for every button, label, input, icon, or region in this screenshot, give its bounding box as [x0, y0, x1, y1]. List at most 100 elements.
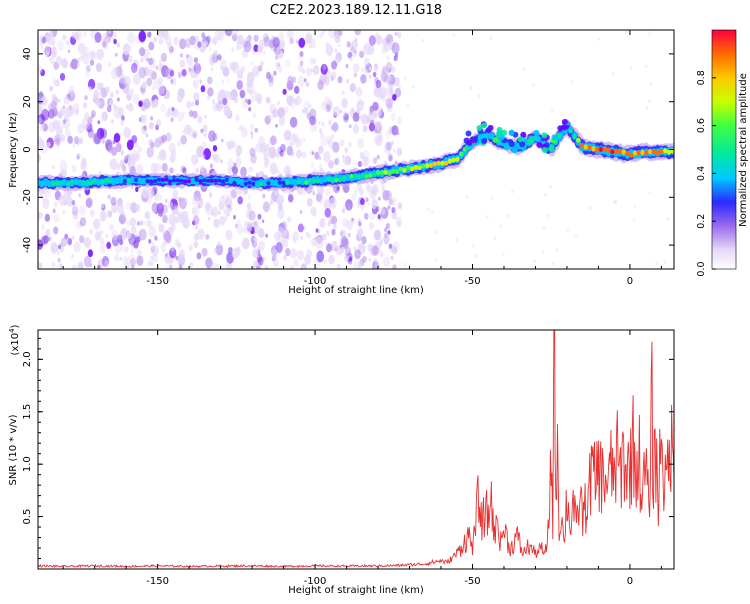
noise-blob: [196, 145, 204, 158]
noise-blob: [361, 236, 367, 245]
noise-blob: [374, 128, 378, 134]
noise-blob: [212, 133, 218, 141]
noise-blob: [157, 30, 165, 38]
noise-blob: [246, 83, 254, 95]
noise-blob: [93, 132, 101, 145]
noise-blob: [63, 119, 67, 124]
noise-blob: [501, 252, 505, 257]
noise-blob: [111, 119, 114, 124]
noise-blob: [121, 164, 127, 172]
noise-blob: [381, 94, 387, 102]
noise-blob: [193, 92, 200, 102]
noise-blob: [197, 228, 205, 240]
noise-blob: [127, 55, 133, 63]
ridge-blob: [640, 150, 645, 155]
noise-blob: [131, 135, 138, 144]
noise-blob: [277, 101, 280, 106]
ridge-blob: [130, 177, 135, 183]
noise-blob: [384, 232, 388, 238]
noise-blob: [361, 67, 365, 73]
noise-blob: [158, 60, 162, 64]
noise-blob: [188, 244, 194, 252]
noise-blob: [288, 133, 297, 145]
noise-blob: [77, 57, 81, 63]
noise-blob: [354, 249, 361, 260]
ridge-blob: [209, 178, 214, 183]
noise-blob: [332, 141, 340, 153]
ridge-blob: [353, 173, 358, 178]
ridge-blob: [330, 177, 335, 183]
noise-blob: [173, 36, 179, 45]
noise-blob: [226, 143, 232, 150]
colorbar-label: Normalized spectral amplitude: [738, 73, 749, 227]
noise-blob: [204, 114, 207, 119]
noise-blob: [218, 89, 226, 101]
noise-blob: [161, 162, 168, 172]
noise-blob: [115, 142, 122, 153]
noise-blob: [246, 71, 255, 84]
noise-blob: [214, 30, 223, 41]
noise-blob: [349, 56, 353, 62]
noise-blob: [246, 202, 252, 210]
ridge-blob: [119, 179, 124, 184]
noise-blob: [298, 37, 306, 48]
ridge-blob: [69, 179, 75, 184]
ridge-blob: [428, 163, 433, 168]
noise-blob: [331, 215, 338, 225]
noise-blob: [277, 107, 285, 119]
noise-blob: [52, 208, 56, 214]
noise-blob: [275, 123, 278, 128]
noise-blob: [380, 108, 384, 112]
noise-blob: [343, 253, 349, 262]
noise-blob: [353, 72, 357, 78]
noise-blob: [236, 44, 240, 51]
noise-blob: [312, 65, 320, 76]
noise-blob: [342, 218, 348, 228]
ridge-blob: [568, 128, 573, 134]
ridge-blob: [88, 181, 93, 186]
noise-blob: [328, 254, 335, 265]
noise-blob: [283, 254, 287, 261]
noise-blob: [170, 117, 174, 123]
noise-blob: [373, 86, 381, 97]
noise-blob: [117, 75, 124, 84]
noise-blob: [323, 258, 328, 265]
ridge-blob: [481, 138, 488, 144]
noise-blob: [204, 201, 211, 212]
noise-blob: [411, 84, 415, 89]
ridge-blob: [632, 150, 638, 156]
noise-blob: [339, 229, 347, 239]
ridge-blob: [440, 160, 445, 166]
noise-blob: [357, 262, 362, 269]
noise-blob: [140, 124, 148, 135]
noise-blob: [392, 264, 397, 269]
noise-blob: [301, 189, 306, 196]
ridge-blob: [232, 180, 237, 185]
noise-blob: [197, 201, 203, 209]
noise-blob: [154, 235, 158, 241]
noise-blob: [345, 199, 353, 211]
noise-blob: [60, 107, 67, 116]
noise-blob: [123, 126, 131, 139]
noise-blob: [200, 85, 206, 93]
noise-blob: [254, 224, 261, 234]
noise-blob: [110, 67, 119, 80]
noise-blob: [154, 98, 158, 105]
ridge-blob: [610, 149, 615, 155]
noise-blob: [38, 155, 41, 160]
noise-blob: [146, 58, 149, 62]
colorbar-gradient: [711, 29, 737, 270]
noise-blob: [208, 47, 212, 51]
noise-blob: [140, 57, 144, 63]
noise-blob: [549, 185, 553, 190]
noise-blob: [472, 244, 476, 248]
noise-blob: [211, 206, 219, 218]
noise-blob: [383, 256, 391, 268]
noise-blob: [328, 215, 335, 225]
noise-blob: [334, 247, 338, 253]
ridge-blob: [598, 146, 604, 152]
ridge-blob: [341, 175, 347, 180]
noise-blob: [209, 163, 213, 169]
noise-blob: [110, 91, 114, 98]
noise-blob: [336, 186, 340, 191]
